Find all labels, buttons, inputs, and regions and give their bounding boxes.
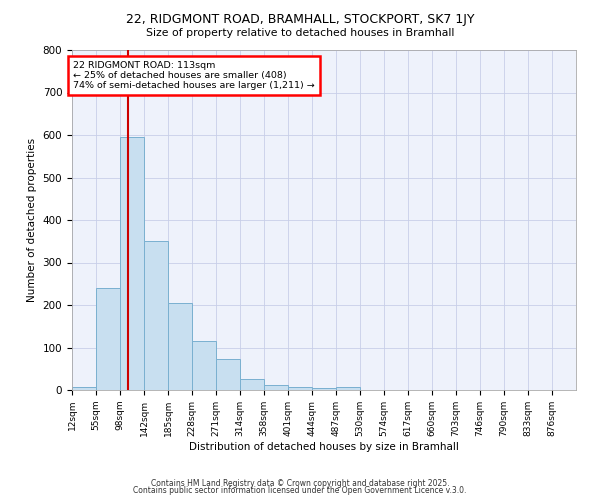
Bar	[72, 386, 96, 390]
Text: Contains public sector information licensed under the Open Government Licence v.: Contains public sector information licen…	[133, 486, 467, 495]
Text: Size of property relative to detached houses in Bramhall: Size of property relative to detached ho…	[146, 28, 454, 38]
Bar	[144, 242, 168, 390]
X-axis label: Distribution of detached houses by size in Bramhall: Distribution of detached houses by size …	[189, 442, 459, 452]
Bar	[96, 288, 120, 390]
Bar	[168, 303, 192, 390]
Y-axis label: Number of detached properties: Number of detached properties	[27, 138, 37, 302]
Bar	[216, 360, 240, 390]
Bar	[192, 341, 216, 390]
Bar	[120, 137, 144, 390]
Bar	[312, 388, 336, 390]
Text: 22 RIDGMONT ROAD: 113sqm
← 25% of detached houses are smaller (408)
74% of semi-: 22 RIDGMONT ROAD: 113sqm ← 25% of detach…	[73, 60, 315, 90]
Bar	[336, 386, 360, 390]
Text: 22, RIDGMONT ROAD, BRAMHALL, STOCKPORT, SK7 1JY: 22, RIDGMONT ROAD, BRAMHALL, STOCKPORT, …	[126, 12, 474, 26]
Text: Contains HM Land Registry data © Crown copyright and database right 2025.: Contains HM Land Registry data © Crown c…	[151, 478, 449, 488]
Bar	[264, 385, 288, 390]
Bar	[288, 386, 312, 390]
Bar	[240, 380, 264, 390]
